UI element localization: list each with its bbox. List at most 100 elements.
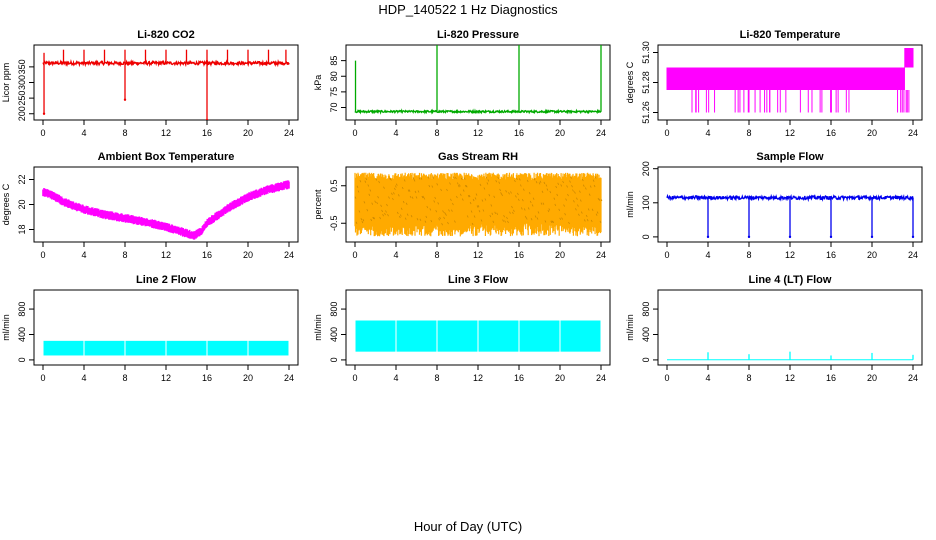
y-axis-label: degrees C <box>625 61 635 103</box>
y-tick-label: 250 <box>17 91 27 106</box>
flow-block <box>125 340 166 356</box>
y-axis-label: ml/min <box>625 314 635 341</box>
series-rh <box>354 172 603 237</box>
flow-block <box>560 320 601 352</box>
series-pressure <box>354 45 602 115</box>
x-tick-label: 0 <box>664 250 669 260</box>
x-tick-label: 16 <box>202 373 212 383</box>
x-tick-label: 20 <box>555 373 565 383</box>
figure-title: HDP_140522 1 Hz Diagnostics <box>378 2 558 17</box>
flow-block <box>396 320 437 352</box>
x-tick-label: 16 <box>514 250 524 260</box>
x-tick-label: 12 <box>785 250 795 260</box>
y-axis-label: kPa <box>313 75 323 91</box>
x-tick-label: 12 <box>473 128 483 138</box>
series-sample <box>666 193 915 239</box>
y-tick-label: 51.28 <box>641 71 651 94</box>
y-axis-label: percent <box>313 189 323 220</box>
temp-fill <box>841 67 905 90</box>
y-tick-label: 800 <box>329 302 339 317</box>
panel-3: Li-820 Temperature degrees C 0 4 8 12 16 20 24 51… <box>625 29 923 138</box>
spike-point <box>747 235 751 239</box>
spike-point <box>42 112 46 115</box>
x-tick-label: 16 <box>514 373 524 383</box>
x-tick-label: 20 <box>867 250 877 260</box>
y-tick-label: 0 <box>17 357 27 362</box>
x-tick-label: 4 <box>705 250 710 260</box>
spike-point <box>870 235 874 239</box>
panel-9: Line 4 (LT) Flow ml/min 0 4 8 12 16 20 24 0 400 800 <box>625 274 923 383</box>
panel-title: Line 3 Flow <box>448 274 508 286</box>
x-tick-label: 24 <box>908 373 918 383</box>
panel-title: Gas Stream RH <box>438 151 518 163</box>
spike-point <box>911 235 915 239</box>
x-tick-label: 0 <box>352 373 357 383</box>
x-tick-label: 4 <box>81 128 86 138</box>
temp-fill <box>904 48 913 68</box>
y-tick-label: 75 <box>329 87 339 97</box>
panel-title: Line 2 Flow <box>136 274 196 286</box>
y-tick-label: 800 <box>641 302 651 317</box>
x-tick-label: 0 <box>40 128 45 138</box>
x-tick-label: 16 <box>514 128 524 138</box>
x-tick-label: 8 <box>122 128 127 138</box>
panel-title: Line 4 (LT) Flow <box>749 274 832 286</box>
flow-block <box>355 320 396 352</box>
y-axis-label: ml/min <box>1 314 11 341</box>
y-tick-label: 200 <box>641 161 651 176</box>
series-co2 <box>42 49 290 120</box>
y-tick-label: 100 <box>641 195 651 210</box>
panel-title: Li-820 Pressure <box>437 29 519 41</box>
x-tick-label: 0 <box>40 250 45 260</box>
x-tick-label: 24 <box>284 128 294 138</box>
y-tick-label: 51.26 <box>641 101 651 124</box>
x-tick-label: 20 <box>243 250 253 260</box>
series-line-4 <box>667 351 914 361</box>
x-tick-label: 24 <box>596 128 606 138</box>
x-tick-label: 12 <box>785 373 795 383</box>
x-tick-label: 8 <box>122 250 127 260</box>
x-tick-label: 12 <box>473 373 483 383</box>
flow-block <box>43 340 84 356</box>
y-tick-label: 400 <box>329 327 339 342</box>
x-tick-label: 20 <box>555 250 565 260</box>
y-tick-label: 85 <box>329 56 339 66</box>
x-tick-label: 12 <box>161 373 171 383</box>
x-tick-label: 16 <box>826 373 836 383</box>
x-tick-label: 12 <box>161 128 171 138</box>
series-temperature <box>666 48 914 113</box>
flow-block <box>207 340 248 356</box>
x-tick-label: 8 <box>434 128 439 138</box>
y-tick-label: 70 <box>329 102 339 112</box>
x-tick-label: 8 <box>746 128 751 138</box>
flow-block <box>437 320 478 352</box>
y-axis-label: Licor ppm <box>1 63 11 103</box>
y-tick-label: 22 <box>17 174 27 184</box>
y-axis-label: ml/min <box>625 191 635 218</box>
panel-8: Line 3 Flow ml/min 0 4 8 12 16 20 24 0 400 800 <box>313 274 611 383</box>
x-tick-label: 24 <box>908 128 918 138</box>
x-tick-label: 24 <box>596 373 606 383</box>
flow-block <box>166 340 207 356</box>
x-tick-label: 20 <box>867 373 877 383</box>
y-tick-label: 400 <box>641 327 651 342</box>
y-tick-label: 80 <box>329 71 339 81</box>
data-line <box>354 108 602 115</box>
x-tick-label: 20 <box>555 128 565 138</box>
y-tick-label: 400 <box>17 327 27 342</box>
y-tick-label: 51.30 <box>641 41 651 64</box>
y-tick-label: 350 <box>17 59 27 74</box>
data-hatch <box>354 176 603 226</box>
series-line-2 <box>43 340 289 356</box>
panel-title: Ambient Box Temperature <box>98 151 235 163</box>
panel-2: Li-820 Pressure kPa 0 4 8 12 16 20 24 70 75 80 85 <box>313 29 611 138</box>
panel-title: Sample Flow <box>756 151 824 163</box>
panel-4: Ambient Box Temperature degrees C 0 4 8 12 16 2… <box>1 151 299 260</box>
y-axis-label: degrees C <box>1 183 11 225</box>
x-tick-label: 12 <box>161 250 171 260</box>
x-tick-label: 24 <box>908 250 918 260</box>
spike-point <box>788 235 792 239</box>
x-tick-label: 16 <box>202 250 212 260</box>
spike-point <box>205 118 209 120</box>
x-tick-label: 4 <box>81 373 86 383</box>
